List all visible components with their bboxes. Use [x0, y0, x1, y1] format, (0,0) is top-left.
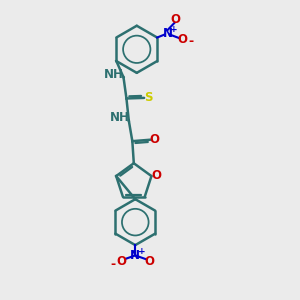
Text: -: - [110, 258, 116, 271]
Text: NH: NH [110, 111, 129, 124]
Text: O: O [150, 133, 160, 146]
Text: O: O [116, 255, 126, 268]
Text: O: O [171, 14, 181, 26]
Text: N: N [163, 27, 172, 40]
Text: N: N [130, 249, 140, 262]
Text: +: + [138, 248, 146, 256]
Text: -: - [188, 34, 194, 48]
Text: O: O [144, 255, 154, 268]
Text: +: + [170, 25, 178, 34]
Text: O: O [178, 33, 188, 46]
Text: NH: NH [104, 68, 124, 81]
Text: S: S [144, 92, 153, 104]
Text: O: O [152, 169, 162, 182]
